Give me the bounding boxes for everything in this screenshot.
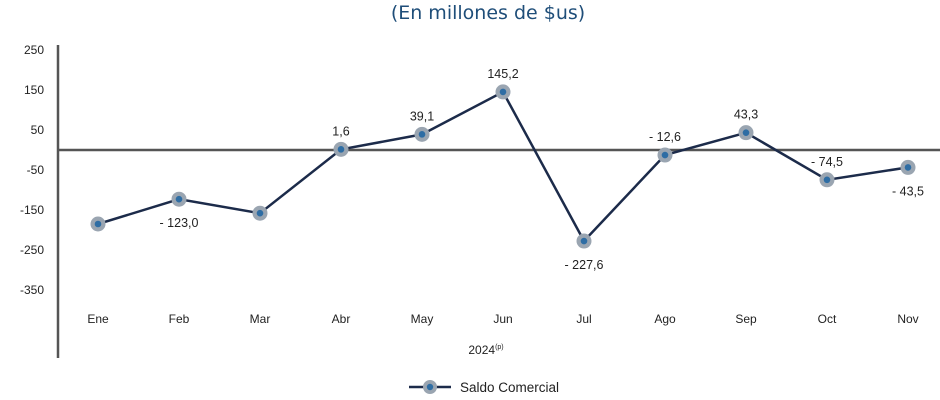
data-point: [252, 205, 268, 221]
x-tick-labels: Ene Feb Mar Abr May Jun Jul Ago Sep Oct Nov: [87, 312, 918, 326]
data-point-inner: [580, 237, 588, 245]
x-tick-label: Ago: [654, 312, 676, 326]
data-label: 1,6: [332, 124, 349, 138]
data-label: - 123,0: [160, 216, 199, 230]
y-tick-label: 250: [24, 43, 44, 57]
data-point: [171, 191, 187, 207]
y-tick-label: -150: [20, 203, 44, 217]
x-tick-label: Sep: [735, 312, 757, 326]
x-tick-label: Feb: [169, 312, 190, 326]
x-tick-label: Ene: [87, 312, 109, 326]
y-tick-label: 150: [24, 83, 44, 97]
data-label: 145,2: [487, 67, 518, 81]
series-markers: [90, 84, 916, 249]
y-tick-label: -50: [27, 163, 45, 177]
x-tick-label: Nov: [897, 312, 918, 326]
data-label: - 43,5: [892, 184, 924, 198]
y-tick-label: -350: [20, 283, 44, 297]
y-tick-label: -250: [20, 243, 44, 257]
data-point: [738, 125, 754, 141]
data-label: 39,1: [410, 109, 434, 123]
data-label: 43,3: [734, 108, 758, 122]
data-point: [333, 141, 349, 157]
x-axis-title-sup: (p): [495, 344, 504, 351]
legend: Saldo Comercial: [409, 380, 559, 395]
x-tick-label: Jul: [576, 312, 591, 326]
series-line: [97, 90, 909, 244]
data-point: [495, 84, 511, 100]
x-tick-label: Mar: [250, 312, 271, 326]
data-point: [90, 216, 106, 232]
data-label: - 227,6: [565, 258, 604, 272]
chart-subtitle: (En millones de $us): [391, 2, 585, 24]
data-point-inner: [94, 220, 102, 228]
data-point: [657, 147, 673, 163]
legend-marker-inner: [426, 383, 434, 391]
y-tick-label: 50: [31, 123, 45, 137]
data-label: - 12,6: [649, 130, 681, 144]
data-point-inner: [499, 88, 507, 96]
x-tick-label: May: [411, 312, 434, 326]
data-point-inner: [175, 195, 183, 203]
data-point-inner: [418, 131, 426, 138]
y-axis: 250 150 50 -50 -150 -250 -350: [20, 43, 60, 358]
x-tick-label: Abr: [332, 312, 351, 326]
legend-label: Saldo Comercial: [460, 380, 559, 395]
data-point-inner: [337, 146, 345, 153]
data-point: [900, 159, 916, 175]
x-axis-title: 2024(p): [468, 343, 503, 357]
series-saldo-comercial: - 123,0 1,6 39,1 145,2 - 227,6 - 12,6 43,3 - 74…: [90, 67, 924, 272]
data-point-inner: [823, 176, 831, 184]
data-point-inner: [256, 209, 264, 217]
data-labels: - 123,0 1,6 39,1 145,2 - 227,6 - 12,6 43,3 - 74…: [160, 67, 924, 272]
data-point-inner: [742, 129, 750, 136]
data-point: [414, 126, 430, 142]
data-label: - 74,5: [811, 155, 843, 169]
x-axis-title-main: 2024: [468, 343, 495, 357]
data-point: [819, 172, 835, 188]
data-point-inner: [661, 151, 669, 159]
x-tick-label: Oct: [818, 312, 837, 326]
y-tick-labels: 250 150 50 -50 -150 -250 -350: [20, 43, 44, 297]
data-point-inner: [904, 164, 912, 171]
data-point: [576, 233, 592, 249]
x-tick-label: Jun: [493, 312, 512, 326]
